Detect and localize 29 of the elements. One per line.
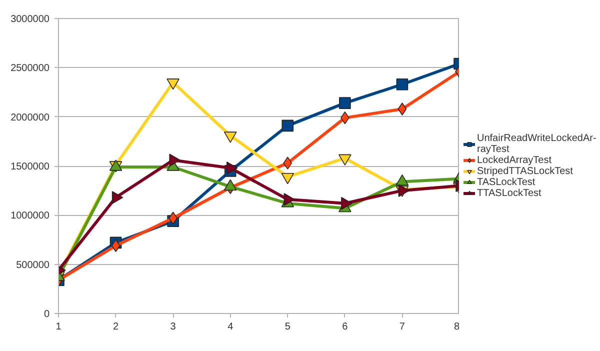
point	[396, 78, 408, 90]
y-tick-label: 1000000	[10, 210, 50, 222]
x-tick-label: 7	[399, 322, 406, 332]
x-tick-label: 8	[454, 322, 460, 332]
y-tick-label: 1500000	[10, 162, 50, 172]
point	[282, 120, 294, 132]
legend-label: UnfairReadWriteLockedAr- rayTest	[477, 132, 596, 154]
point	[112, 191, 124, 204]
y-tick-label: 0	[44, 309, 50, 320]
point	[226, 162, 238, 174]
point	[169, 154, 180, 166]
x-tick-label: 6	[342, 322, 348, 332]
x-tick-label: 1	[56, 322, 62, 332]
legend-label: LockedArrayTest	[477, 154, 552, 166]
y-tick-label: 2500000	[10, 63, 50, 74]
point	[398, 102, 407, 116]
point	[284, 193, 295, 206]
x-tick-label: 3	[170, 322, 176, 332]
y-tick-label: 500000	[16, 260, 50, 271]
legend-label: TTASLockTest	[477, 188, 542, 198]
point	[339, 97, 351, 109]
y-tick-label: 2000000	[10, 112, 50, 124]
legend-label: TASLockTest	[477, 176, 536, 188]
x-tick-label: 2	[113, 322, 120, 332]
legend-label: StripedTTASLockTest	[477, 166, 573, 176]
x-tick-label: 5	[284, 322, 291, 332]
x-tick-label: 4	[228, 322, 234, 332]
y-tick-label: 3000000	[10, 14, 50, 25]
point	[283, 156, 292, 170]
